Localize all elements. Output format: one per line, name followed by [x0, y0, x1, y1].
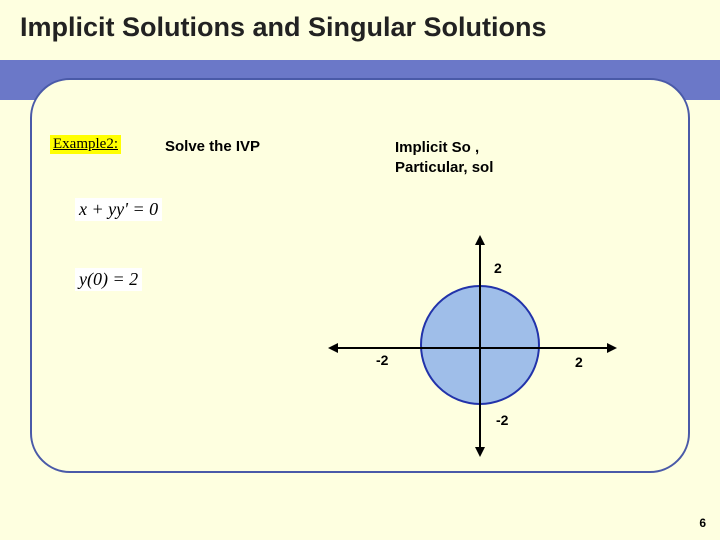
equation-initial-condition: y(0) = 2 — [75, 268, 142, 291]
page-number: 6 — [699, 516, 706, 530]
example-label-text: Example2: — [53, 136, 118, 152]
circle-diagram: 2 -2 -2 2 — [330, 230, 630, 460]
axis-label-top: 2 — [494, 260, 502, 276]
equation-ode: x + yy' = 0 — [75, 198, 162, 221]
axis-label-bottom: -2 — [496, 412, 508, 428]
example-label: Example2: — [50, 135, 121, 154]
right-text-line2: Particular, sol — [395, 158, 493, 178]
axis-label-right: 2 — [575, 354, 583, 370]
right-text-line1: Implicit So , — [395, 138, 493, 158]
page-title: Implicit Solutions and Singular Solution… — [20, 12, 547, 43]
solve-ivp-text: Solve the IVP — [165, 138, 260, 155]
implicit-particular-text: Implicit So , Particular, sol — [395, 138, 493, 177]
x-axis — [330, 347, 615, 349]
y-axis — [479, 237, 481, 455]
axis-label-left: -2 — [376, 352, 388, 368]
